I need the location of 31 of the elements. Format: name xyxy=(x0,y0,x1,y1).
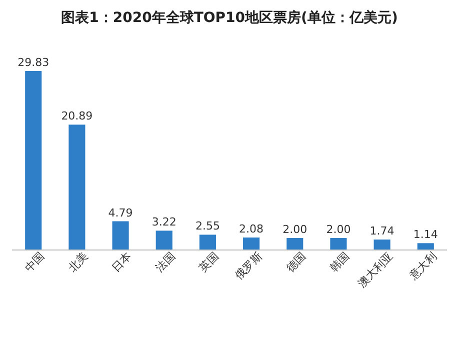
bar xyxy=(417,243,434,250)
x-tick-label: 俄罗斯 xyxy=(232,250,265,282)
x-tick-label: 德国 xyxy=(284,250,308,274)
data-label: 2.55 xyxy=(195,220,220,233)
bar xyxy=(243,238,260,250)
bar xyxy=(156,230,172,250)
data-label: 29.83 xyxy=(18,56,50,69)
data-label: 3.22 xyxy=(152,216,176,229)
data-label: 2.00 xyxy=(282,223,308,236)
chart-title: 图表1：2020年全球TOP10地区票房(单位：亿美元) xyxy=(61,9,398,26)
data-label: 2.00 xyxy=(326,223,351,236)
data-label: 1.74 xyxy=(370,224,394,238)
data-label: 2.08 xyxy=(239,222,264,236)
bar xyxy=(199,234,216,250)
x-tick-label: 澳大利亚 xyxy=(355,250,396,290)
x-tick-label: 意大利 xyxy=(406,250,440,283)
bar xyxy=(112,221,129,250)
data-label: 4.79 xyxy=(108,206,133,220)
bar xyxy=(330,238,347,250)
x-tick-label: 北美 xyxy=(66,250,91,274)
bar xyxy=(25,71,42,250)
x-tick-label: 中国 xyxy=(22,250,47,274)
x-tick-label: 法国 xyxy=(152,250,178,274)
bar xyxy=(68,124,86,250)
data-label: 20.89 xyxy=(61,110,93,123)
x-tick-label: 日本 xyxy=(109,250,134,274)
x-tick-label: 韩国 xyxy=(327,250,352,274)
data-label: 1.14 xyxy=(413,228,438,242)
bar xyxy=(374,240,390,250)
x-tick-label: 英国 xyxy=(196,250,222,274)
bar xyxy=(286,238,304,250)
